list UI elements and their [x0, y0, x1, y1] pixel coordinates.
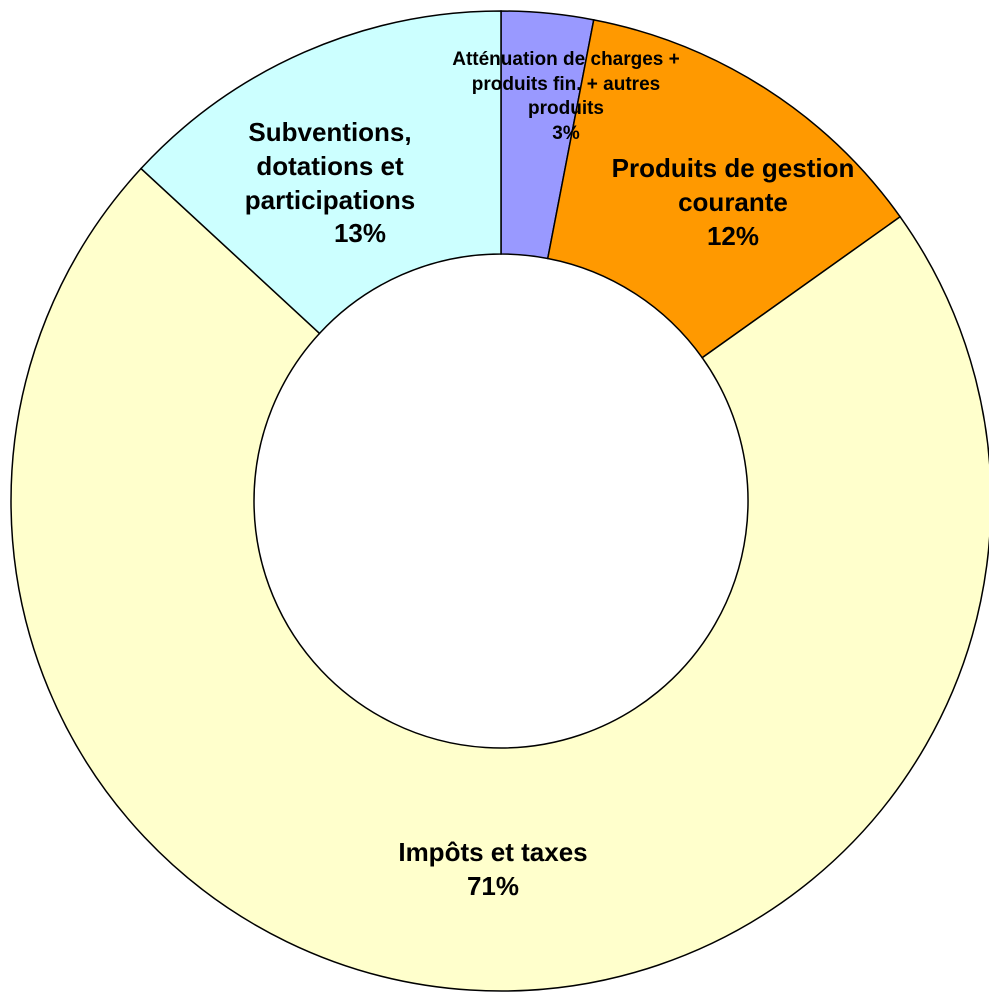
percent-label: 12% [706, 220, 760, 251]
donut-segment [546, 18, 902, 359]
data-label: Atténuation de charges + produits fin. +… [441, 48, 691, 147]
category-label: Subventions, dotations et participations [244, 117, 416, 215]
category-label: Produits de gestion courante [611, 153, 855, 217]
percent-label: 71% [466, 870, 520, 901]
data-label: Subventions, dotations et participations… [210, 116, 450, 251]
percent-label: 3% [552, 123, 580, 145]
data-label: Produits de gestion courante 12% [583, 152, 883, 253]
donut-segment [10, 167, 989, 992]
category-label: Impôts et taxes [398, 837, 588, 867]
data-label: Impôts et taxes 71% [293, 836, 693, 904]
category-label: Atténuation de charges + produits fin. +… [452, 49, 680, 120]
percent-label: 13% [333, 218, 387, 249]
donut-segment [139, 10, 502, 335]
